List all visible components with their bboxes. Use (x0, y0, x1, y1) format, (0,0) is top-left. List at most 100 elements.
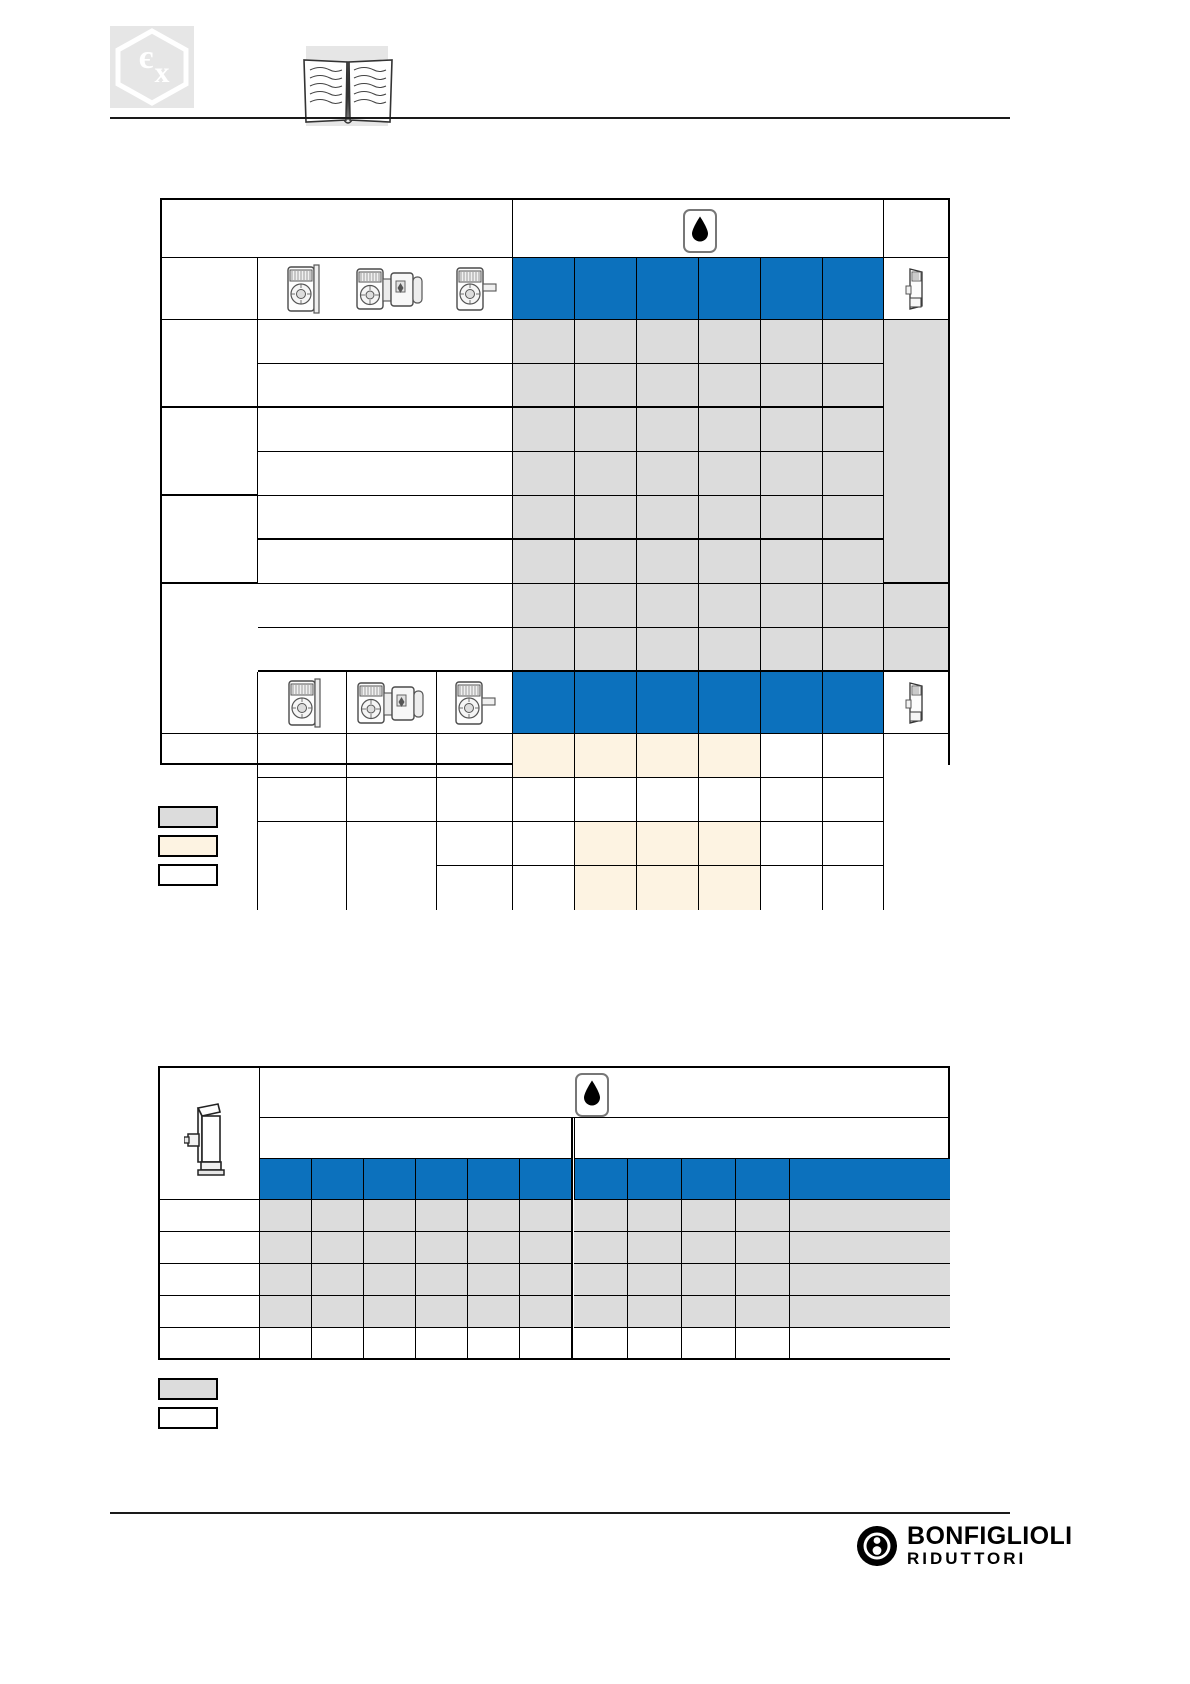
t1b-product-icon-cell-1 (258, 672, 347, 734)
t1-right-header-icon-cell (884, 258, 948, 320)
legend2-swatch-white (158, 1407, 218, 1429)
t2-r2-c3 (364, 1232, 416, 1264)
t1b-r4-c2 (575, 866, 637, 910)
t1-header-blank-left (162, 200, 513, 258)
t1-g1-r1-desc (258, 320, 513, 364)
t2-r2-c6 (520, 1232, 572, 1264)
t2-r3-c1 (260, 1264, 312, 1296)
t1-g3-r3-c3 (637, 628, 699, 672)
t1b-blue-header-2 (575, 672, 637, 734)
brand-name: BONFIGLIOLI (907, 1522, 1073, 1550)
t2-blue-col-11 (790, 1158, 950, 1200)
t1-g2-r3-c1 (513, 496, 575, 540)
t1-g2-r3-c2 (575, 496, 637, 540)
gearmotor-shaft-icon (452, 677, 502, 734)
t1-g3-r1-desc (258, 540, 513, 584)
t2-r1-c9 (682, 1200, 736, 1232)
t1-g3-r3-right (884, 628, 948, 672)
t1b-blue-header-4 (699, 672, 761, 734)
t2-r3-label (160, 1264, 260, 1296)
gearmotor-shaft-icon (453, 263, 503, 320)
t2-group-divider (571, 1118, 573, 1360)
t1-group3-label (162, 496, 258, 584)
t1b-blue-header-3 (637, 672, 699, 734)
t2-r1-c4 (416, 1200, 468, 1232)
t2-r3-c5 (468, 1264, 520, 1296)
t1-g1-r2-c4 (699, 364, 761, 408)
t1-g2-r1-c1 (513, 408, 575, 452)
t1-g3-r3-c2 (575, 628, 637, 672)
lubrication-table-1 (160, 198, 950, 910)
t2-r2-c8 (628, 1232, 682, 1264)
t1-g2-r1-c2 (575, 408, 637, 452)
legend1-swatch-white (158, 864, 218, 886)
t1-g2-r1-desc (258, 408, 513, 452)
t2-r4-c7 (574, 1296, 628, 1328)
t2-r1-c10 (736, 1200, 790, 1232)
t1b-blue-header-5 (761, 672, 823, 734)
t1-g2-r1-c4 (699, 408, 761, 452)
t2-blue-col-8 (628, 1158, 682, 1200)
t2-r5-c5 (468, 1328, 520, 1358)
t1-g1-r2-c3 (637, 364, 699, 408)
t1-g2-r2-c6 (823, 452, 884, 496)
t2-r5-c11 (790, 1328, 950, 1358)
t2-r1-c11 (790, 1200, 950, 1232)
t1-g2-r2-desc (258, 452, 513, 496)
atex-ex-hexagon-icon: є x (110, 26, 194, 108)
t1-g2-r2-c3 (637, 452, 699, 496)
t2-r4-c1 (260, 1296, 312, 1328)
t1-blue-header-3 (637, 258, 699, 320)
svg-text:є: є (139, 39, 154, 76)
t1b-r3-sub1 (258, 822, 347, 910)
t1-g3-r2-c3 (637, 584, 699, 628)
t2-r3-c6 (520, 1264, 572, 1296)
t1b-r2-c6 (823, 778, 884, 822)
t2-r2-c5 (468, 1232, 520, 1264)
t2-r5-c8 (628, 1328, 682, 1358)
t2-r4-c5 (468, 1296, 520, 1328)
t2-r4-c9 (682, 1296, 736, 1328)
t1-g3-r1-c3 (637, 540, 699, 584)
footer-divider (110, 1512, 1010, 1514)
t2-r5-c6 (520, 1328, 572, 1358)
t1b-r2-sub3 (437, 778, 513, 822)
svg-text:x: x (155, 56, 170, 89)
t1-g3-r1-c4 (699, 540, 761, 584)
t1b-r3-sub3 (437, 822, 513, 866)
t2-blue-col-9 (682, 1158, 736, 1200)
gearmotor-flange-icon (281, 677, 327, 734)
t2-r5-c10 (736, 1328, 790, 1358)
t1-product-icon-cell-2 (343, 258, 439, 320)
bonfiglioli-gear-logo-icon (855, 1524, 899, 1568)
t1b-r3-c6 (823, 822, 884, 866)
t2-r3-c3 (364, 1264, 416, 1296)
t1b-r4-c5 (761, 866, 823, 910)
t2-r2-c9 (682, 1232, 736, 1264)
t1b-r1-sub3 (437, 734, 513, 778)
t2-r4-c3 (364, 1296, 416, 1328)
t1b-r2-sub2 (347, 778, 437, 822)
t2-group-a-header (260, 1118, 572, 1158)
t1-lubricant-header (513, 200, 884, 258)
t2-r1-c1 (260, 1200, 312, 1232)
t1b-r1-c5 (761, 734, 823, 778)
t1b-r1-c6 (823, 734, 884, 778)
t1-g3-r2-desc (258, 584, 513, 628)
t1b-r1-c1 (513, 734, 575, 778)
t2-r3-c2 (312, 1264, 364, 1296)
t2-r5-c3 (364, 1328, 416, 1358)
t2-r2-c4 (416, 1232, 468, 1264)
t2-r5-label (160, 1328, 260, 1358)
t1-g3-r3-c6 (823, 628, 884, 672)
shaft-mounted-gearbox-icon (904, 680, 930, 731)
t2-r2-c2 (312, 1232, 364, 1264)
t1-g1-r2-c1 (513, 364, 575, 408)
t1-g1-r1-c6 (823, 320, 884, 364)
t1b-r3-sub2 (347, 822, 437, 910)
t1b-r2-c4 (699, 778, 761, 822)
t1b-r2-c1 (513, 778, 575, 822)
t1-blue-header-2 (575, 258, 637, 320)
t1-g1-r2-desc (258, 364, 513, 408)
t1b-rowgroup-label (162, 734, 258, 910)
